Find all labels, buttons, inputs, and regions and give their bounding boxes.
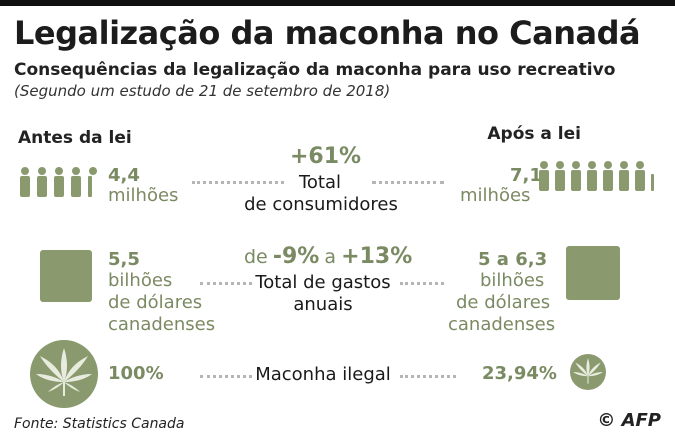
spending-change-mid: a: [324, 246, 337, 268]
before-consumers-people-icons: [16, 166, 106, 202]
connector-dots: [192, 181, 284, 186]
cannabis-leaf-icon: [570, 354, 606, 390]
before-spending-line3: canadenses: [108, 314, 216, 335]
connector-dots: [400, 282, 444, 287]
consumers-change: +61%: [290, 144, 362, 169]
after-spending-value: 5 a 6,3: [478, 249, 548, 270]
source-credit: Fonte: Statistics Canada: [14, 416, 185, 432]
top-bar: [0, 0, 675, 6]
person-icon: [539, 161, 654, 191]
person-icon: [20, 167, 97, 197]
before-spending-value: 5,5: [108, 249, 140, 270]
before-consumers-unit: milhões: [108, 185, 179, 206]
after-spending-line1: bilhões: [480, 270, 545, 291]
page-title: Legalização da maconha no Canadá: [14, 14, 641, 52]
after-spending-line3: canadenses: [448, 314, 556, 335]
afp-logo: © AFP: [597, 410, 661, 431]
after-money-square-icon: [566, 246, 620, 300]
before-illegal-value: 100%: [108, 363, 164, 384]
after-spending-line2: de dólares: [456, 292, 551, 313]
connector-dots: [400, 375, 456, 380]
before-spending-line1: bilhões: [108, 270, 173, 291]
before-consumers-value: 4,4: [108, 165, 140, 186]
before-cannabis-leaf-icon: [30, 340, 98, 412]
connector-dots: [200, 375, 252, 380]
page-subtitle: Consequências da legalização da maconha …: [14, 60, 616, 80]
before-money-square-icon: [40, 250, 92, 302]
before-law-heading: Antes da lei: [18, 128, 132, 148]
spending-label-line2: anuais: [293, 294, 353, 315]
after-law-heading: Após a lei: [487, 124, 581, 144]
before-spending-line2: de dólares: [108, 292, 203, 313]
after-illegal-value: 23,94%: [482, 363, 557, 384]
cannabis-leaf-icon: [30, 340, 98, 408]
illegal-label: Maconha ilegal: [255, 364, 391, 385]
spending-label-line1: Total de gastos: [255, 272, 391, 293]
spending-change-high: +13%: [341, 244, 413, 269]
spending-change-prefix: de: [244, 246, 268, 268]
after-consumers-value: 7,1: [510, 165, 542, 186]
after-cannabis-leaf-icon: [570, 354, 606, 394]
after-consumers-people-icons: [536, 160, 658, 196]
consumers-label-line2: de consumidores: [244, 194, 398, 215]
connector-dots: [372, 181, 444, 186]
spending-change-low: -9%: [272, 244, 320, 269]
connector-dots: [200, 282, 252, 287]
spending-change-range: de -9% a +13%: [244, 244, 412, 269]
consumers-label-line1: Total: [298, 172, 342, 193]
copyright-credit: © AFP: [597, 410, 661, 431]
study-date-note: (Segundo um estudo de 21 de setembro de …: [14, 82, 391, 100]
after-consumers-unit: milhões: [460, 185, 531, 206]
